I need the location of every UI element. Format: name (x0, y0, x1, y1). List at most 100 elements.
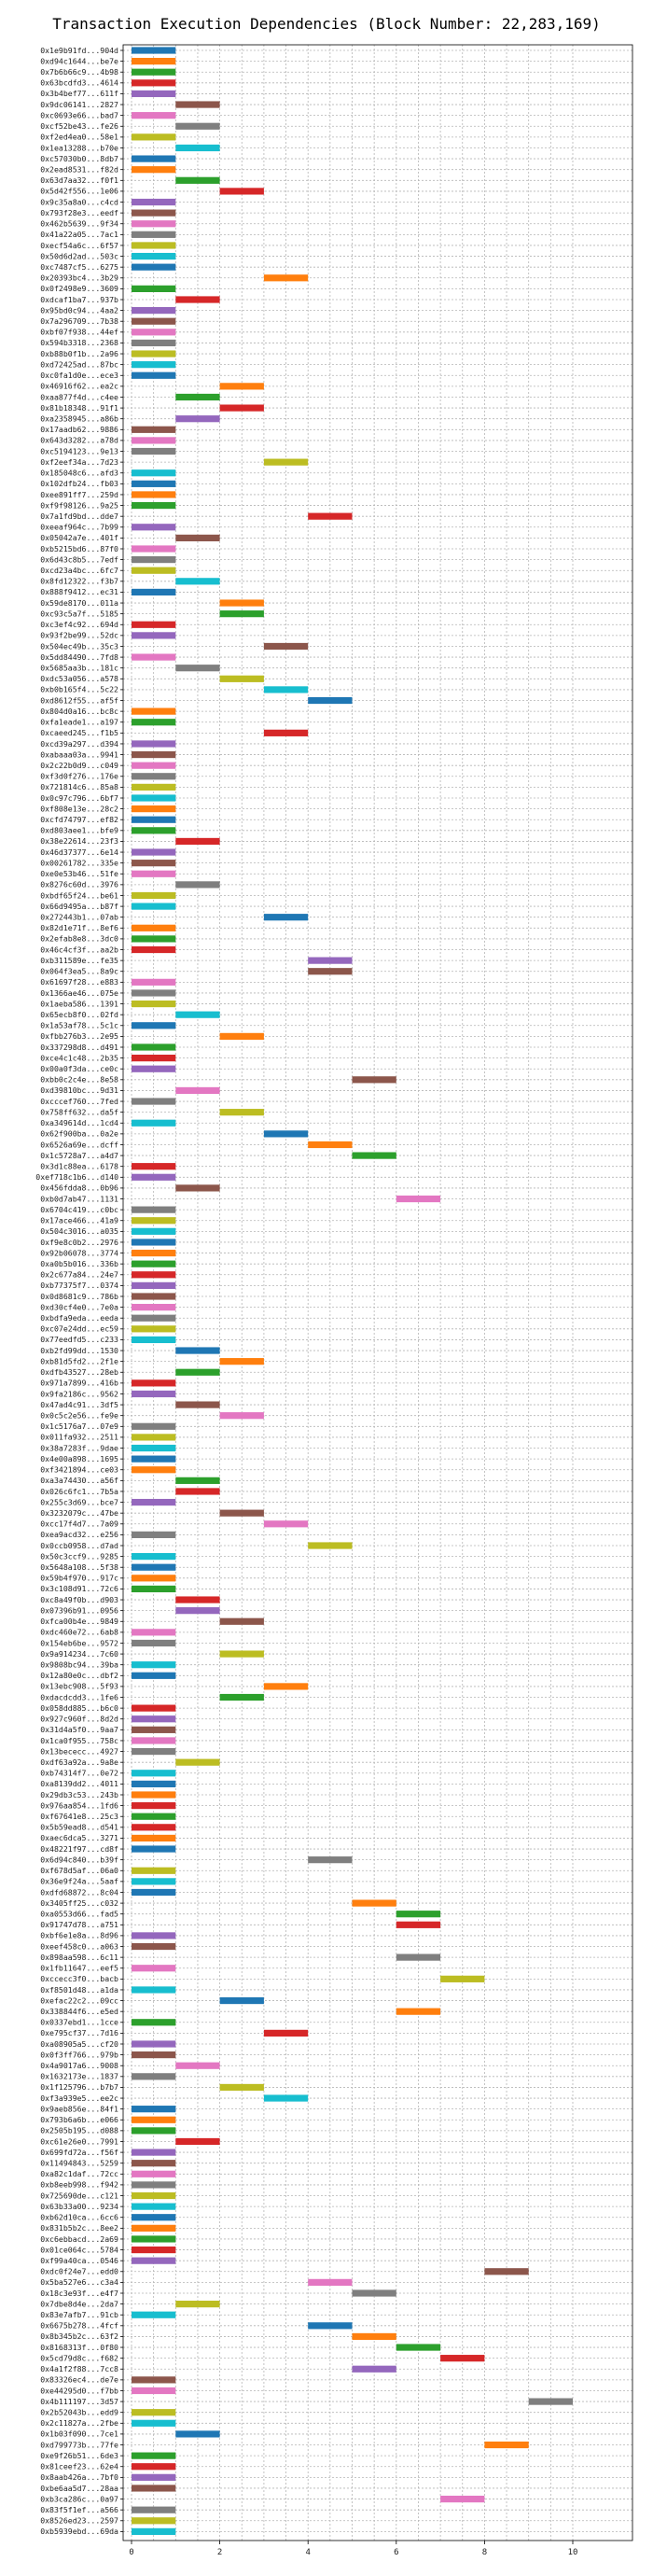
y-tick-label: 0x05042a7e...401f (40, 533, 118, 542)
y-tick-label: 0x102dfb24...fb03 (40, 479, 118, 488)
dependency-bar (132, 2051, 176, 2059)
dependency-bar (132, 2181, 176, 2189)
y-tick-label: 0xc5194123...9e13 (40, 446, 118, 455)
y-tick-label: 0x5dd84490...7fd8 (40, 652, 118, 662)
y-tick-label: 0x77eedfd5...c233 (40, 1335, 118, 1344)
dependency-bar (132, 112, 176, 119)
y-tick-label: 0xfbb276b3...2e95 (40, 1031, 118, 1041)
y-tick-label: 0xd94c1644...be7e (40, 56, 118, 65)
dependency-bar (263, 2094, 309, 2102)
dependency-bar (132, 978, 176, 986)
y-tick-label: 0xc0693e66...bad7 (40, 110, 118, 119)
y-tick-label: 0x0ccb0958...d7ad (40, 1541, 118, 1550)
dependency-bar (132, 1065, 176, 1072)
y-tick-label: 0x699fd72a...f56f (40, 2148, 118, 2157)
y-tick-label: 0x4a1f2f88...7cc8 (40, 2364, 118, 2373)
y-tick-label: 0x82d1e71f...8ef6 (40, 923, 118, 932)
y-tick-label: 0x3b4bef77...611f (40, 89, 118, 98)
y-tick-label: 0xf3a939e5...ee2c (40, 2093, 118, 2103)
dependency-bar (132, 90, 176, 98)
y-tick-label: 0xf678d5af...06a0 (40, 1866, 118, 1875)
y-tick-label: 0x758ff632...da5f (40, 1107, 118, 1116)
y-tick-label: 0x976aa854...1fd6 (40, 1800, 118, 1810)
y-tick-label: 0x456fdda8...0b96 (40, 1183, 118, 1193)
dependency-bar (132, 1271, 176, 1279)
dependency-bar (132, 1888, 176, 1897)
y-tick-label: 0x13bececc...4927 (40, 1746, 118, 1756)
dependency-bar (132, 750, 176, 759)
y-tick-label: 0xcccef760...7fed (40, 1097, 118, 1106)
y-tick-label: 0x7a1fd9bd...dde7 (40, 511, 118, 521)
y-tick-label: 0x721814c6...85a8 (40, 782, 118, 791)
dependency-bar (132, 989, 176, 997)
y-tick-label: 0xce4c1c48...2b35 (40, 1053, 118, 1062)
dependency-bar (132, 719, 176, 726)
y-tick-label: 0xb5215bd6...87f0 (40, 544, 118, 553)
dependency-bar (132, 2257, 176, 2264)
dependency-bar (132, 68, 176, 76)
dependency-bar (132, 1737, 176, 1744)
dependency-bar (132, 1119, 176, 1127)
dependency-bar (132, 469, 176, 477)
y-tick-label: 0xd799773b...77fe (40, 2440, 118, 2449)
y-tick-label: 0x793f28e3...eedf (40, 208, 118, 217)
y-tick-label: 0xd39810bc...9d31 (40, 1085, 118, 1095)
y-tick-label: 0xdf63a92a...9a8e (40, 1757, 118, 1767)
dependency-bar (175, 1607, 220, 1615)
y-tick-label: 0x3d1c88ea...6178 (40, 1161, 118, 1170)
dependency-bar (132, 2073, 176, 2080)
dependency-bar (175, 665, 220, 672)
y-tick-label: 0xbe6aa5d7...28aa (40, 2484, 118, 2493)
y-tick-label: 0xcc17f4d7...7a09 (40, 1519, 118, 1529)
dependency-bar (132, 242, 176, 249)
y-tick-label: 0x2b52043b...edd9 (40, 2407, 118, 2416)
y-tick-label: 0x064f3ea5...8a9c (40, 967, 118, 976)
y-tick-label: 0x4e00a898...1695 (40, 1454, 118, 1463)
dependency-bar (132, 1986, 176, 1994)
y-tick-label: 0x0f2498e9...3609 (40, 284, 118, 293)
dependency-bar (263, 274, 309, 282)
dependency-bar (308, 2322, 353, 2330)
y-tick-label: 0x5cd79d8c...f682 (40, 2353, 118, 2362)
dependency-bar (175, 122, 220, 130)
dependency-bar (132, 2517, 176, 2525)
y-tick-label: 0x46c4cf3f...aa2b (40, 945, 118, 954)
dependency-bar (308, 1141, 353, 1149)
y-tick-label: 0x971a7899...416b (40, 1379, 118, 1388)
y-tick-label: 0xaec6dca5...3271 (40, 1833, 118, 1842)
dependency-bar (175, 1011, 220, 1018)
y-tick-label: 0x91747d78...a751 (40, 1920, 118, 1929)
y-tick-label: 0xe9f26b51...6de3 (40, 2451, 118, 2460)
dependency-bar (132, 860, 176, 867)
dependency-bar (352, 2289, 396, 2297)
dependency-bar (132, 1055, 176, 1062)
dependency-bar (175, 2430, 220, 2438)
y-tick-label: 0x63d7aa32...f0f1 (40, 175, 118, 185)
dependency-bar (132, 252, 176, 260)
dependency-bar (219, 383, 264, 390)
dependency-bar (396, 1921, 441, 1928)
y-tick-label: 0x504c3016...a035 (40, 1226, 118, 1236)
dependency-bar (132, 1000, 176, 1008)
dependency-bar (132, 79, 176, 87)
y-tick-label: 0xb0b165f4...5c22 (40, 685, 118, 694)
y-tick-label: 0x92b06078...3774 (40, 1248, 118, 1257)
y-tick-label: 0xd8612f55...af5f (40, 695, 118, 705)
dependency-bar (175, 1347, 220, 1354)
dependency-bar (132, 935, 176, 943)
dependency-bar (132, 501, 176, 510)
dependency-bar (132, 1661, 176, 1669)
y-tick-label: 0xa2358945...a86b (40, 413, 118, 423)
dependency-bar (132, 1726, 176, 1733)
dependency-bar (219, 610, 264, 618)
y-tick-label: 0x36e9f24a...5aaf (40, 1877, 118, 1886)
dependency-bar (132, 155, 176, 162)
y-tick-label: 0x462b5639...9f34 (40, 219, 118, 229)
dependency-bar (175, 1596, 220, 1603)
dependency-bar (132, 2527, 176, 2535)
dependency-bar (132, 1747, 176, 1756)
y-tick-label: 0x338844f6...e5ed (40, 2007, 118, 2016)
dependency-bar (132, 567, 176, 574)
dependency-bar (132, 2170, 176, 2177)
dependency-bar (132, 2409, 176, 2416)
